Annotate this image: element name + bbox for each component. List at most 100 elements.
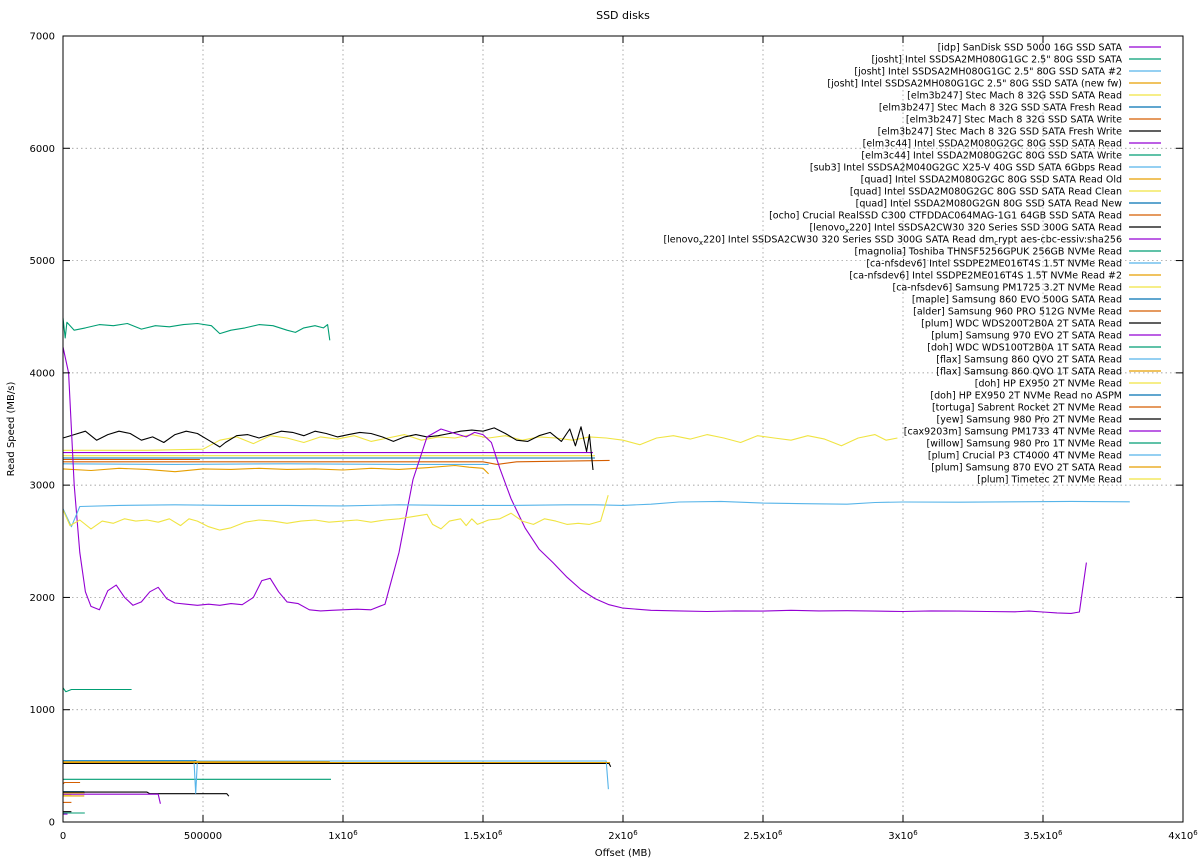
legend-item: [willow] Samsung 980 Pro 1T NVMe Read — [927, 439, 1161, 450]
legend-item: [elm3b247] Stec Mach 8 32G SSD SATA Fres… — [878, 127, 1161, 138]
series-line-14 — [62, 781, 81, 785]
legend-item: [ca-nfsdev6] Intel SSDPE2ME016T4S 1.5T N… — [849, 271, 1161, 282]
legend-item: [plum] Samsung 970 EVO 2T SATA Read — [931, 331, 1161, 342]
legend-label: [elm3c44] Intel SSDA2M080G2GC 80G SSD SA… — [861, 151, 1122, 162]
legend-label: [ca-nfsdev6] Samsung PM1725 3.2T NVMe Re… — [893, 283, 1123, 294]
legend-label: [idp] SanDisk SSD 5000 16G SSD SATA — [938, 43, 1123, 54]
legend-label: [elm3b247] Stec Mach 8 32G SSD SATA Fres… — [879, 103, 1122, 114]
series-line-30 — [63, 459, 610, 465]
legend-item: [doh] HP EX950 2T NVMe Read — [975, 379, 1161, 390]
legend-item: [sub3] Intel SSDSA2M040G2GC X25-V 40G SS… — [810, 163, 1161, 174]
legend-label: [ca-nfsdev6] Intel SSDPE2ME016T4S 1.5T N… — [866, 259, 1122, 270]
legend-item: [yew] Samsung 980 Pro 2T NVMe Read — [937, 415, 1161, 426]
legend-label: [yew] Samsung 980 Pro 2T NVMe Read — [937, 415, 1122, 426]
legend-label: [ca-nfsdev6] Intel SSDPE2ME016T4S 1.5T N… — [849, 271, 1122, 282]
series-line-18 — [62, 463, 489, 465]
legend-label: [josht] Intel SSDSA2MH080G1GC 2.5" 80G S… — [827, 79, 1122, 90]
legend-item: [lenovox220] Intel SSDSA2CW30 320 Series… — [663, 235, 1161, 248]
legend-item: [plum] WDC WDS200T2B0A 2T SATA Read — [921, 319, 1161, 330]
legend-label: [tortuga] Sabrent Rocket 2T NVMe Read — [932, 403, 1122, 414]
x-tick-label: 2x106 — [608, 829, 638, 842]
legend-item: [maple] Samsung 860 EVO 500G SATA Read — [912, 295, 1161, 306]
chart-title: SSD disks — [596, 9, 650, 22]
x-tick-label: 3x106 — [888, 829, 918, 842]
legend-item: [plum] Crucial P3 CT4000 4T NVMe Read — [928, 451, 1161, 462]
series-line-34 — [62, 500, 1130, 528]
legend-label: [maple] Samsung 860 EVO 500G SATA Read — [912, 295, 1122, 306]
y-tick-label: 4000 — [30, 368, 55, 379]
series-line-36 — [62, 495, 609, 531]
legend-item: [josht] Intel SSDSA2MH080G1GC 2.5" 80G S… — [854, 67, 1161, 78]
legend-label: [plum] WDC WDS200T2B0A 2T SATA Read — [921, 319, 1122, 330]
legend-label: [josht] Intel SSDSA2MH080G1GC 2.5" 80G S… — [871, 55, 1122, 66]
series-line-31 — [62, 426, 594, 471]
legend-label: [elm3b247] Stec Mach 8 32G SSD SATA Writ… — [906, 115, 1122, 126]
legend-item: [ca-nfsdev6] Intel SSDPE2ME016T4S 1.5T N… — [866, 259, 1161, 270]
legend-item: [cax9203m] Samsung PM1733 4T NVMe Read — [904, 427, 1161, 438]
legend-label: [magnolia] Toshiba THNSF5256GPUK 256GB N… — [854, 247, 1122, 258]
legend-label: [ocho] Crucial RealSSD C300 CTFDDAC064MA… — [769, 211, 1122, 222]
legend-item: [elm3c44] Intel SSDA2M080G2GC 80G SSD SA… — [861, 151, 1161, 162]
legend-item: [ocho] Crucial RealSSD C300 CTFDDAC064MA… — [769, 211, 1161, 222]
plot-border — [62, 35, 1184, 823]
legend-label: [cax9203m] Samsung PM1733 4T NVMe Read — [904, 427, 1122, 438]
series-line-33 — [62, 317, 331, 341]
legend-label: [plum] Samsung 870 EVO 2T SATA Read — [931, 463, 1122, 474]
data-series — [62, 317, 1130, 815]
legend-label: [alder] Samsung 960 PRO 512G NVMe Read — [913, 307, 1122, 318]
legend-label: [doh] WDC WDS100T2B0A 1T SATA Read — [927, 343, 1122, 354]
y-axis-label: Read Speed (MB/s) — [6, 382, 17, 477]
legend-label: [plum] Crucial P3 CT4000 4T NVMe Read — [928, 451, 1122, 462]
legend-label: [plum] Timetec 2T NVMe Read — [977, 475, 1122, 486]
legend: [idp] SanDisk SSD 5000 16G SSD SATA[josh… — [663, 43, 1161, 486]
legend-item: [lenovox220] Intel SSDSA2CW30 320 Series… — [809, 223, 1161, 236]
legend-item: [plum] Timetec 2T NVMe Read — [977, 475, 1161, 486]
series-line-17 — [62, 687, 132, 693]
legend-label: [quad] Intel SSDA2M080G2GN 80G SSD SATA … — [856, 199, 1123, 210]
legend-label: [flax] Samsung 860 QVO 1T SATA Read — [936, 367, 1122, 378]
y-tick-label: 7000 — [30, 32, 55, 43]
legend-item: [ca-nfsdev6] Samsung PM1725 3.2T NVMe Re… — [893, 283, 1161, 294]
legend-item: [elm3c44] Intel SSDA2M080G2GC 80G SSD SA… — [863, 139, 1161, 150]
legend-item: [tortuga] Sabrent Rocket 2T NVMe Read — [932, 403, 1161, 414]
legend-item: [doh] WDC WDS100T2B0A 1T SATA Read — [927, 343, 1161, 354]
x-tick-label: 500000 — [184, 831, 222, 842]
legend-label: [elm3b247] Stec Mach 8 32G SSD SATA Read — [907, 91, 1122, 102]
y-tick-label: 5000 — [30, 256, 55, 267]
y-tick-label: 3000 — [30, 481, 55, 492]
legend-item: [josht] Intel SSDSA2MH080G1GC 2.5" 80G S… — [827, 79, 1161, 90]
series-line-23 — [63, 762, 612, 768]
y-tick-label: 6000 — [30, 144, 55, 155]
legend-item: [quad] Intel SSDA2M080G2GN 80G SSD SATA … — [856, 199, 1161, 210]
legend-item: [doh] HP EX950 2T NVMe Read no ASPM — [930, 391, 1161, 402]
legend-label: [quad] Intel SSDA2M080G2GC 80G SSD SATA … — [861, 175, 1122, 186]
series-line-20 — [63, 434, 898, 451]
legend-item: [magnolia] Toshiba THNSF5256GPUK 256GB N… — [854, 247, 1161, 258]
x-tick-label: 1x106 — [328, 829, 358, 842]
x-tick-label: 4x106 — [1168, 829, 1198, 842]
legend-item: [elm3b247] Stec Mach 8 32G SSD SATA Writ… — [906, 115, 1161, 126]
grid-lines — [63, 36, 1183, 822]
legend-item: [elm3b247] Stec Mach 8 32G SSD SATA Fres… — [879, 103, 1161, 114]
legend-label: [flax] Samsung 860 QVO 2T SATA Read — [936, 355, 1122, 366]
legend-label: [elm3b247] Stec Mach 8 32G SSD SATA Fres… — [878, 127, 1123, 138]
legend-label: [lenovox220] Intel SSDSA2CW30 320 Series… — [809, 223, 1122, 236]
y-tick-label: 1000 — [30, 705, 55, 716]
x-tick-label: 0 — [60, 831, 66, 842]
series-line-26 — [63, 760, 609, 794]
tick-labels: 0 1000 2000 3000 4000 5000 6000 7000 0 500000 1x10… — [30, 32, 1199, 843]
series-line-16 — [63, 793, 161, 804]
plot-frame — [62, 35, 1184, 823]
legend-label: [plum] Samsung 970 EVO 2T SATA Read — [931, 331, 1122, 342]
legend-label: [sub3] Intel SSDSA2M040G2GC X25-V 40G SS… — [810, 163, 1122, 174]
legend-label: [lenovox220] Intel SSDSA2CW30 320 Series… — [663, 235, 1122, 248]
legend-item: [elm3b247] Stec Mach 8 32G SSD SATA Read — [907, 91, 1161, 102]
y-tick-label: 0 — [49, 818, 55, 829]
legend-item: [idp] SanDisk SSD 5000 16G SSD SATA — [938, 43, 1161, 54]
x-tick-label: 1.5x106 — [463, 829, 503, 842]
series-line-19 — [62, 464, 489, 475]
legend-item: [flax] Samsung 860 QVO 2T SATA Read — [936, 355, 1161, 366]
legend-label: [doh] HP EX950 2T NVMe Read — [975, 379, 1122, 390]
